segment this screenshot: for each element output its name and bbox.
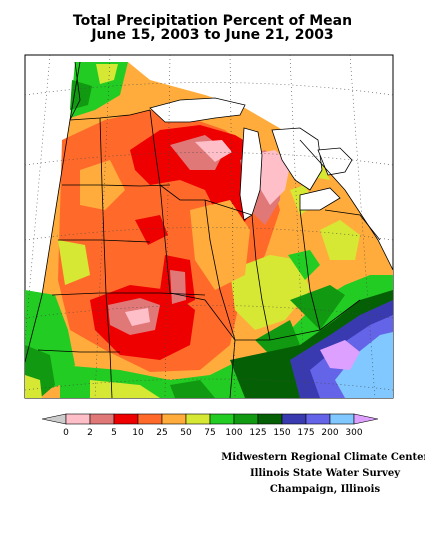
legend-tick-label: 5 [111, 428, 117, 438]
great-lakes [149, 97, 353, 221]
state-boundaries [37, 61, 381, 398]
legend-arrow-high [353, 413, 379, 425]
legend-swatch [161, 413, 187, 425]
legend-swatch [257, 413, 283, 425]
legend-tick-label: 100 [225, 428, 242, 438]
legend-tick-label: 150 [273, 428, 290, 438]
legend-swatch [281, 413, 307, 425]
legend-tick-label: 175 [297, 428, 314, 438]
legend-tick-label: 2 [87, 428, 93, 438]
legend-tick-label: 125 [249, 428, 266, 438]
credit-survey: Illinois State Water Survey [249, 468, 401, 479]
legend-swatch [89, 413, 115, 425]
legend-swatch [329, 413, 355, 425]
graticule [25, 55, 393, 398]
legend-tick-label: 75 [204, 428, 215, 438]
legend-swatch [137, 413, 163, 425]
map-date-range: June 15, 2003 to June 21, 2003 [91, 27, 334, 43]
legend-tick-label: 0 [63, 428, 69, 438]
legend-tick-label: 50 [180, 428, 192, 438]
legend-tick-label: 25 [156, 428, 167, 438]
legend-swatch [305, 413, 331, 425]
legend-swatch [209, 413, 235, 425]
legend-tick-label: 10 [132, 428, 144, 438]
legend-colorbar: 0 2 5 10 25 50 75 100 125 150 175 200 300 [41, 413, 379, 438]
legend-swatch [185, 413, 211, 425]
legend-tick-label: 300 [345, 428, 362, 438]
legend-arrow-low [41, 413, 67, 425]
map-title: Total Precipitation Percent of Mean [72, 13, 353, 29]
credit-location: Champaign, Illinois [269, 484, 381, 495]
legend-swatch [65, 413, 91, 425]
legend-swatch [113, 413, 139, 425]
credit-center: Midwestern Regional Climate Center [221, 452, 425, 463]
legend-swatch [233, 413, 259, 425]
legend-tick-label: 200 [321, 428, 338, 438]
